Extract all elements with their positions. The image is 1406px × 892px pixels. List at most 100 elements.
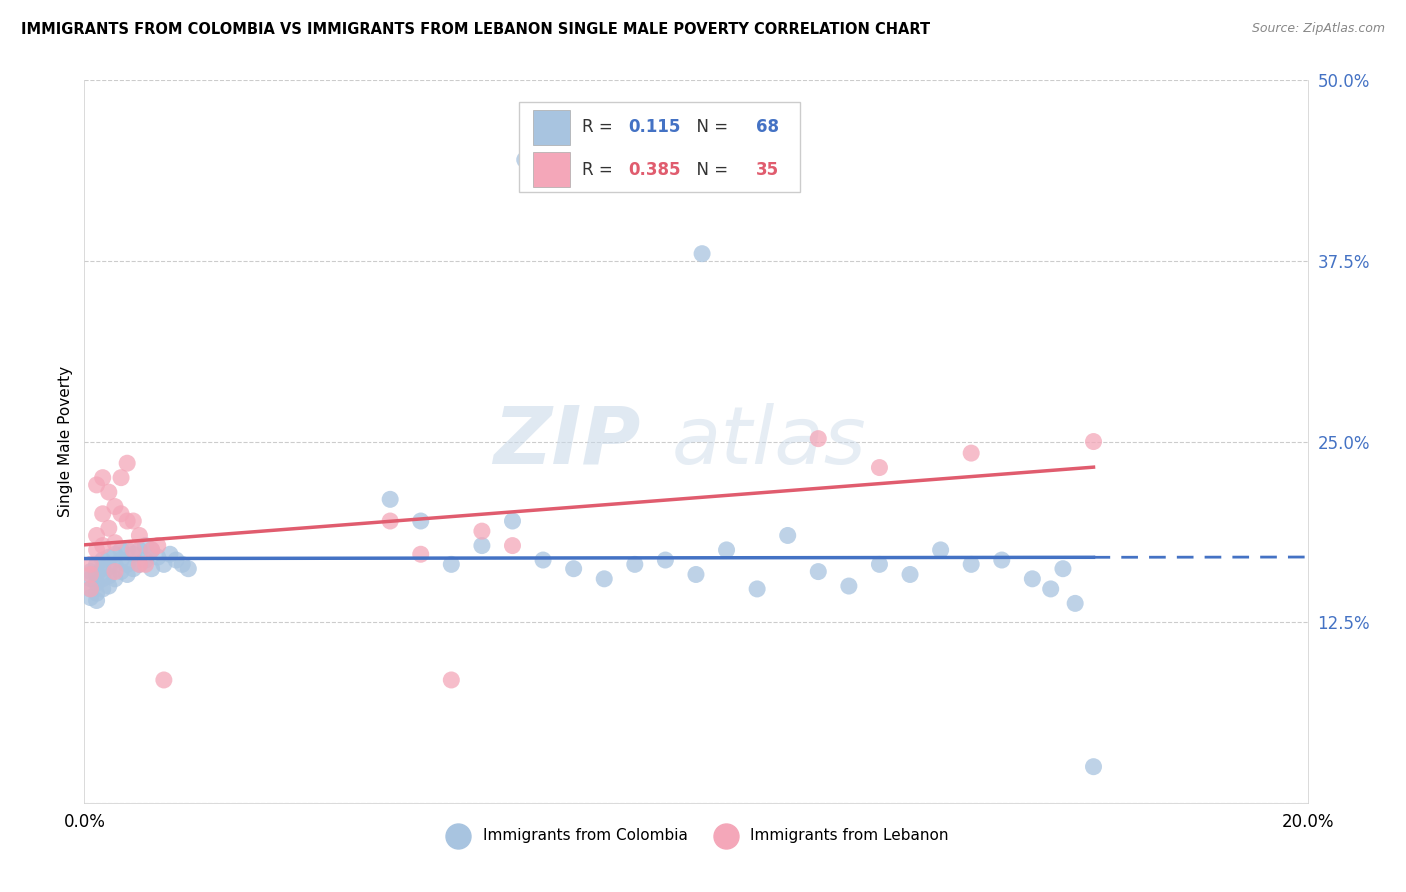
Point bbox=[79, 558, 101, 572]
Point bbox=[807, 432, 830, 446]
Point bbox=[869, 558, 891, 572]
Point bbox=[141, 542, 163, 557]
Point bbox=[79, 567, 101, 582]
Point bbox=[960, 446, 983, 460]
Point bbox=[654, 553, 676, 567]
Point bbox=[104, 500, 127, 514]
Point bbox=[1039, 582, 1062, 596]
Point bbox=[110, 553, 132, 567]
Point bbox=[929, 542, 952, 557]
Point bbox=[685, 567, 707, 582]
Point bbox=[91, 562, 114, 576]
Point bbox=[91, 582, 114, 596]
Point bbox=[502, 539, 524, 553]
Point bbox=[97, 550, 120, 565]
Text: atlas: atlas bbox=[672, 402, 866, 481]
Point bbox=[128, 558, 150, 572]
Point bbox=[91, 553, 114, 567]
Point bbox=[97, 560, 120, 574]
Text: 0.385: 0.385 bbox=[628, 161, 681, 178]
Point bbox=[86, 542, 108, 557]
Point bbox=[97, 579, 120, 593]
Text: 35: 35 bbox=[756, 161, 779, 178]
Point bbox=[104, 572, 127, 586]
Point bbox=[471, 524, 494, 538]
Point bbox=[86, 478, 108, 492]
Point bbox=[86, 593, 108, 607]
Point bbox=[146, 550, 169, 565]
Point bbox=[110, 565, 132, 579]
Point bbox=[104, 558, 127, 572]
Point bbox=[624, 558, 647, 572]
Point bbox=[141, 542, 163, 557]
Point bbox=[776, 528, 799, 542]
Point bbox=[91, 539, 114, 553]
Point bbox=[1052, 562, 1074, 576]
Point bbox=[747, 582, 769, 596]
Point bbox=[898, 567, 921, 582]
Point bbox=[1064, 596, 1087, 610]
Point bbox=[165, 553, 187, 567]
Point bbox=[115, 514, 138, 528]
Point bbox=[440, 673, 463, 687]
Point bbox=[690, 246, 713, 260]
Point bbox=[502, 514, 524, 528]
Point bbox=[79, 582, 101, 596]
Point bbox=[807, 565, 830, 579]
Point bbox=[128, 542, 150, 557]
Text: 68: 68 bbox=[756, 119, 779, 136]
Point bbox=[471, 539, 494, 553]
Point bbox=[440, 558, 463, 572]
Point bbox=[409, 514, 432, 528]
Point bbox=[91, 470, 114, 484]
Point bbox=[79, 582, 101, 596]
Text: N =: N = bbox=[686, 161, 734, 178]
Point bbox=[869, 460, 891, 475]
Point bbox=[562, 562, 585, 576]
Point bbox=[122, 542, 145, 557]
Point bbox=[593, 572, 616, 586]
Text: R =: R = bbox=[582, 161, 619, 178]
Point bbox=[86, 558, 108, 572]
Point bbox=[141, 562, 163, 576]
Point bbox=[104, 547, 127, 561]
Point bbox=[172, 558, 194, 572]
Point bbox=[122, 562, 145, 576]
FancyBboxPatch shape bbox=[519, 102, 800, 193]
Point bbox=[79, 572, 101, 586]
Point bbox=[177, 562, 200, 576]
Point bbox=[115, 456, 138, 470]
Point bbox=[115, 558, 138, 572]
Point bbox=[104, 565, 127, 579]
Point bbox=[716, 542, 738, 557]
Text: R =: R = bbox=[582, 119, 619, 136]
Point bbox=[159, 547, 181, 561]
FancyBboxPatch shape bbox=[533, 153, 569, 187]
Point bbox=[531, 553, 554, 567]
Point bbox=[1083, 434, 1105, 449]
Point bbox=[110, 470, 132, 484]
Point bbox=[110, 507, 132, 521]
Point bbox=[380, 514, 402, 528]
Text: N =: N = bbox=[686, 119, 734, 136]
Point bbox=[97, 569, 120, 583]
Point bbox=[86, 586, 108, 600]
Point bbox=[153, 673, 176, 687]
Point bbox=[128, 528, 150, 542]
Text: 0.115: 0.115 bbox=[628, 119, 681, 136]
Point bbox=[409, 547, 432, 561]
Point bbox=[1083, 760, 1105, 774]
Point bbox=[110, 542, 132, 557]
Point bbox=[838, 579, 860, 593]
Point bbox=[135, 553, 157, 567]
Point bbox=[86, 576, 108, 591]
Point bbox=[513, 153, 536, 167]
FancyBboxPatch shape bbox=[533, 110, 569, 145]
Legend: Immigrants from Colombia, Immigrants from Lebanon: Immigrants from Colombia, Immigrants fro… bbox=[437, 822, 955, 849]
Point bbox=[97, 485, 120, 500]
Point bbox=[146, 539, 169, 553]
Point bbox=[128, 558, 150, 572]
Point bbox=[86, 528, 108, 542]
Text: IMMIGRANTS FROM COLOMBIA VS IMMIGRANTS FROM LEBANON SINGLE MALE POVERTY CORRELAT: IMMIGRANTS FROM COLOMBIA VS IMMIGRANTS F… bbox=[21, 22, 931, 37]
Point bbox=[380, 492, 402, 507]
